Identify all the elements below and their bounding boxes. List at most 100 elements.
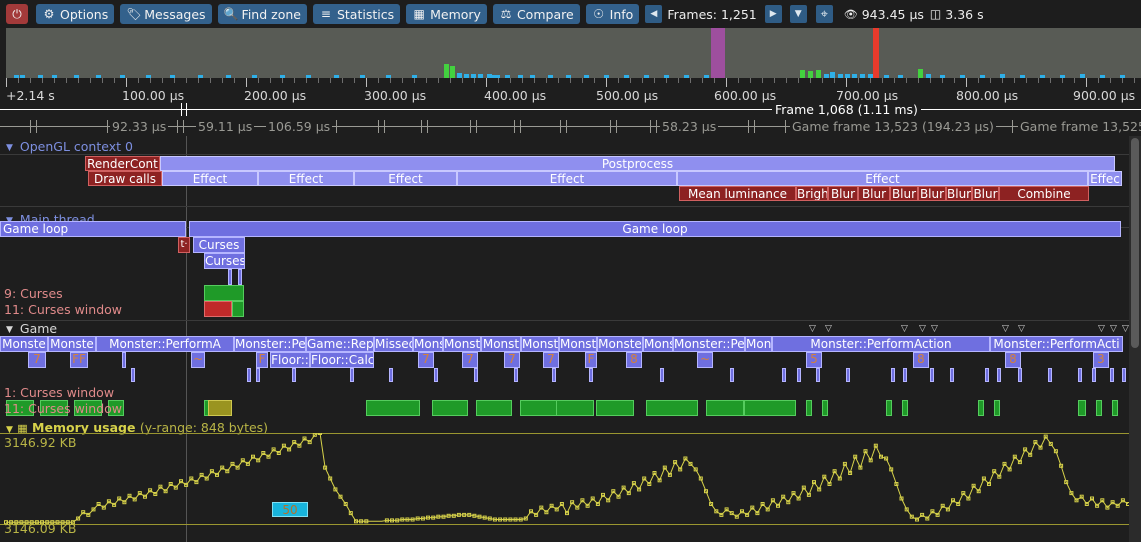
group-header-game[interactable]: ▼ Game	[6, 321, 57, 336]
messages-button[interactable]: 🏷 Messages	[120, 4, 212, 24]
prev-frame-button[interactable]: ◀	[645, 5, 663, 23]
statistics-button[interactable]: ≡ Statistics	[312, 4, 401, 24]
game-lock-bar[interactable]	[6, 400, 34, 416]
lock-label-9-curses[interactable]: 9: Curses	[4, 286, 63, 301]
game-zone-tick[interactable]	[1092, 368, 1096, 382]
game-zone[interactable]: Monste	[0, 336, 48, 352]
lock-label-11-curses-window-2[interactable]: 11: Curses window	[4, 401, 122, 416]
zone-marker[interactable]	[228, 269, 232, 285]
game-zone[interactable]: Monste	[48, 336, 96, 352]
game-zone-tick[interactable]	[552, 368, 556, 382]
game-zone-child[interactable]: 5	[806, 352, 822, 368]
zone-game-loop-left[interactable]: Game loop	[0, 221, 186, 237]
zone-effect-5[interactable]: Effect	[677, 171, 1088, 186]
frames-histogram[interactable]	[0, 28, 1141, 78]
game-zone-tick[interactable]	[434, 368, 438, 382]
lock-bar-9-curses[interactable]	[204, 285, 244, 301]
game-lock-bar[interactable]	[40, 400, 68, 416]
game-zone-child[interactable]: Floor::	[270, 352, 310, 368]
zone-effect-1[interactable]: Effect	[162, 171, 258, 186]
game-zone[interactable]: Monster::PerformA	[96, 336, 234, 352]
game-zone-child[interactable]: 7	[504, 352, 520, 368]
game-lock-bar[interactable]	[978, 400, 984, 416]
game-zone-tick[interactable]	[474, 368, 478, 382]
game-lock-bar[interactable]	[1112, 400, 1118, 416]
zone-mean-luminance[interactable]: Mean luminance	[679, 186, 796, 201]
zone-postprocess[interactable]: Postprocess	[160, 156, 1115, 171]
game-zone[interactable]: Missed	[374, 336, 413, 352]
game-lock-bar[interactable]	[74, 400, 102, 416]
lock-label-11-curses-window[interactable]: 11: Curses window	[4, 302, 122, 317]
zone-blur-1[interactable]: Blur	[828, 186, 858, 201]
game-lock-bar[interactable]	[1096, 400, 1102, 416]
game-zone-tick[interactable]	[256, 368, 260, 382]
game-zone[interactable]: Monster::PerformAction	[772, 336, 990, 352]
zone-cyan-50[interactable]: 50	[272, 502, 308, 517]
game-zone-tick[interactable]	[985, 368, 989, 382]
options-button[interactable]: ⚙ Options	[36, 4, 115, 24]
game-zone-child[interactable]: 7	[418, 352, 434, 368]
group-header-opengl[interactable]: ▼ OpenGL context 0	[6, 139, 133, 154]
lock-label-1-curses-window[interactable]: 1: Curses window	[4, 385, 115, 400]
game-lock-bar[interactable]	[744, 400, 796, 416]
game-zone-tick[interactable]	[350, 368, 354, 382]
group-header-memory[interactable]: ▼ ▦ Memory usage (y-range: 848 bytes)	[6, 420, 268, 435]
game-zone[interactable]: Mons	[643, 336, 673, 352]
next-frame-button[interactable]: ▶	[764, 5, 782, 23]
game-lock-bar[interactable]	[556, 400, 594, 416]
game-lock-bar[interactable]	[476, 400, 512, 416]
lock-bar-11-red[interactable]	[204, 301, 232, 317]
game-zone-child[interactable]: 7	[543, 352, 559, 368]
game-zone-tick[interactable]	[247, 368, 251, 382]
game-zone-tick[interactable]	[930, 368, 934, 382]
game-zone-tick[interactable]	[1048, 368, 1052, 382]
game-zone-child[interactable]: F	[585, 352, 597, 368]
memory-button[interactable]: ▦ Memory	[406, 4, 487, 24]
zone-blur-6[interactable]: Blur	[972, 186, 999, 201]
power-button[interactable]: ⏻	[6, 4, 28, 24]
game-zone-tick[interactable]	[782, 368, 786, 382]
game-lock-bar[interactable]	[1078, 400, 1086, 416]
find-zone-button[interactable]: 🔍 Find zone	[217, 4, 307, 24]
game-zone[interactable]: Monst	[443, 336, 481, 352]
game-zone-tick[interactable]	[1078, 368, 1082, 382]
game-frame-bar[interactable]: 92.33 µs 59.11 µs 106.59 µs 58.23 µs Game fr…	[0, 118, 1141, 136]
game-zone[interactable]: Monst	[481, 336, 521, 352]
zone-combine[interactable]: Combine	[999, 186, 1089, 201]
zone-blur-5[interactable]: Blur	[946, 186, 972, 201]
game-zone-child[interactable]: 8	[913, 352, 929, 368]
game-zone[interactable]: Monst	[413, 336, 443, 352]
game-lock-bar[interactable]	[886, 400, 892, 416]
game-lock-bar[interactable]	[108, 400, 124, 416]
game-zone-tick[interactable]	[903, 368, 907, 382]
lock-bar-11-green[interactable]	[232, 301, 244, 317]
zone-render-context[interactable]: RenderCont	[85, 156, 160, 171]
game-zone-child[interactable]: 8	[1005, 352, 1021, 368]
compare-button[interactable]: ⚖ Compare	[492, 4, 580, 24]
game-lock-bar[interactable]	[646, 400, 698, 416]
game-zone-child[interactable]: ~	[697, 352, 713, 368]
timeline[interactable]: ▼ OpenGL context 0 RenderCont Postproces…	[0, 136, 1141, 542]
game-zone-tick[interactable]	[589, 368, 593, 382]
timeline-scrollbar-thumb[interactable]	[1131, 138, 1139, 348]
game-zone-child[interactable]: 7	[462, 352, 478, 368]
zone-effect-3[interactable]: Effect	[354, 171, 457, 186]
game-zone-tick[interactable]	[660, 368, 664, 382]
game-lock-bar[interactable]	[596, 400, 634, 416]
game-zone[interactable]: Monster::Pe	[234, 336, 306, 352]
game-zone-tick[interactable]	[730, 368, 734, 382]
game-lock-bar[interactable]	[822, 400, 828, 416]
zone-marker[interactable]	[238, 269, 242, 285]
game-zone-tick[interactable]	[797, 368, 801, 382]
zone-game-loop-right[interactable]: Game loop	[189, 221, 1121, 237]
game-zone-tick[interactable]	[891, 368, 895, 382]
crosshair-button[interactable]: ⌖	[815, 5, 833, 23]
game-zone-child[interactable]: FF	[70, 352, 88, 368]
frame-span-bar[interactable]: Frame 1,068 (1.11 ms)	[0, 102, 1141, 117]
info-button[interactable]: ☉ Info	[585, 4, 640, 24]
game-zone-child[interactable]: Floor::Calc	[310, 352, 374, 368]
zone-blur-2[interactable]: Blur	[858, 186, 890, 201]
game-zone-tick[interactable]	[1110, 368, 1114, 382]
game-lock-bar[interactable]	[902, 400, 908, 416]
timeline-scrollbar[interactable]	[1129, 136, 1141, 542]
